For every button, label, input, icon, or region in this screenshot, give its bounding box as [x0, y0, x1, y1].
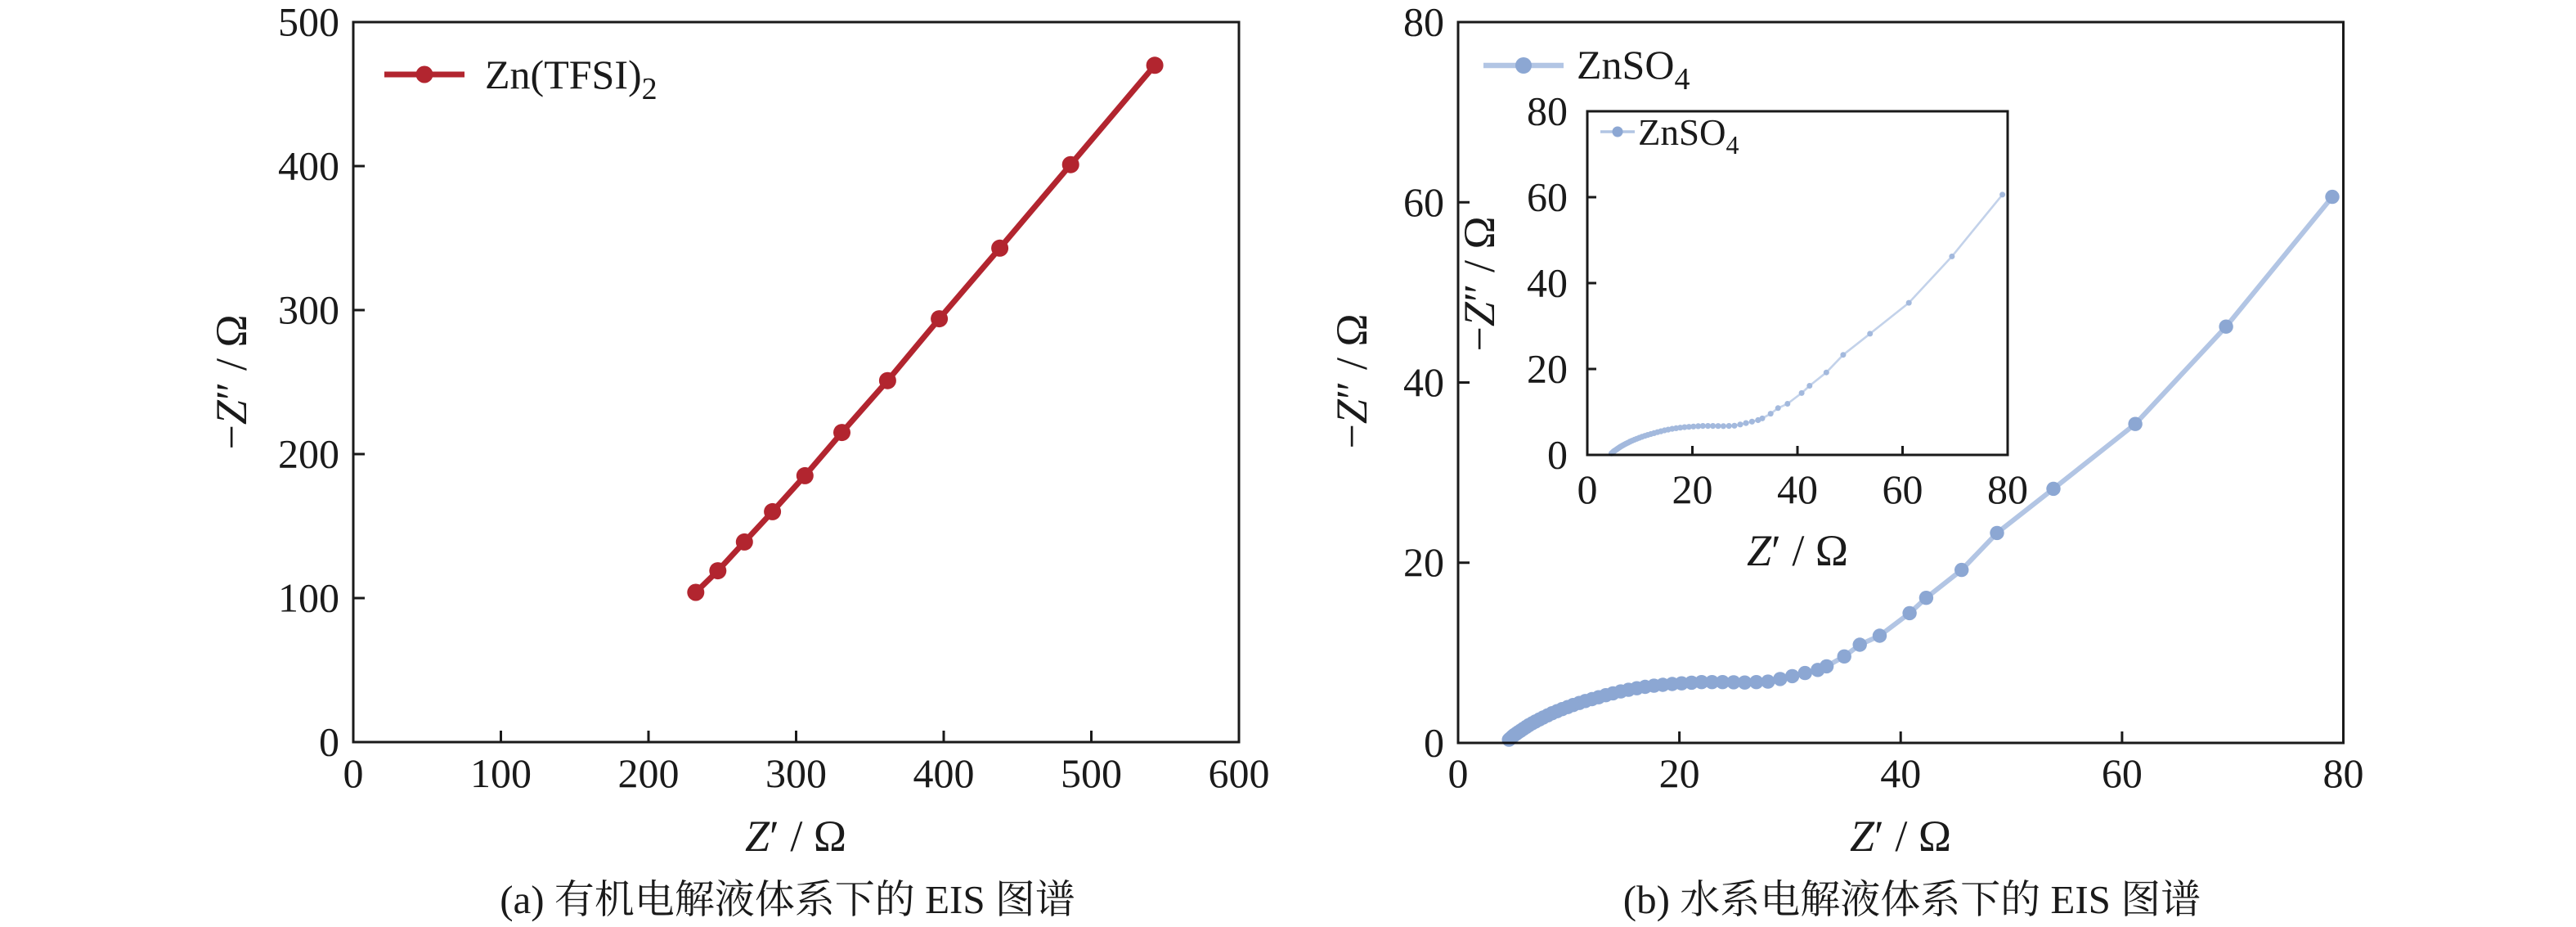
svg-text:Z′ / Ω: Z′ / Ω: [1850, 812, 1951, 861]
svg-text:100: 100: [278, 575, 339, 621]
svg-text:40: 40: [1527, 260, 1568, 306]
svg-text:40: 40: [1880, 750, 1921, 796]
svg-text:0: 0: [1448, 750, 1469, 796]
svg-text:80: 80: [1403, 0, 1444, 45]
svg-text:20: 20: [1527, 346, 1568, 392]
svg-text:Zn(TFSI)2: Zn(TFSI)2: [485, 52, 657, 106]
svg-text:60: 60: [1403, 179, 1444, 225]
svg-text:40: 40: [1777, 466, 1818, 512]
svg-text:60: 60: [2102, 750, 2143, 796]
svg-text:300: 300: [278, 287, 339, 333]
svg-text:(a): (a): [500, 877, 544, 922]
svg-text:0: 0: [319, 719, 339, 765]
svg-text:200: 200: [278, 431, 339, 477]
svg-text:−Z″ / Ω: −Z″ / Ω: [1455, 216, 1504, 351]
svg-text:100: 100: [470, 750, 532, 796]
svg-text:−Z″ / Ω: −Z″ / Ω: [207, 314, 256, 449]
svg-text:500: 500: [278, 0, 339, 45]
svg-text:0: 0: [1424, 720, 1444, 766]
svg-text:EIS: EIS: [925, 877, 985, 922]
svg-text:400: 400: [913, 750, 975, 796]
svg-text:(b): (b): [1623, 877, 1670, 922]
svg-text:20: 20: [1672, 466, 1713, 512]
svg-text:20: 20: [1659, 750, 1700, 796]
svg-text:0: 0: [1577, 466, 1598, 512]
svg-text:ZnSO4: ZnSO4: [1577, 42, 1690, 97]
svg-text:400: 400: [278, 143, 339, 189]
svg-text:40: 40: [1403, 359, 1444, 405]
svg-text:20: 20: [1403, 539, 1444, 585]
svg-text:60: 60: [1527, 174, 1568, 220]
svg-text:0: 0: [343, 750, 364, 796]
svg-text:500: 500: [1061, 750, 1122, 796]
svg-text:0: 0: [1547, 432, 1568, 478]
svg-text:300: 300: [765, 750, 827, 796]
svg-text:Z′ / Ω: Z′ / Ω: [1747, 526, 1848, 575]
svg-text:−Z″ / Ω: −Z″ / Ω: [1327, 313, 1376, 448]
svg-text:80: 80: [1527, 88, 1568, 134]
svg-text:ZnSO4: ZnSO4: [1638, 112, 1739, 160]
svg-text:80: 80: [2323, 750, 2364, 796]
svg-text:60: 60: [1883, 466, 1923, 512]
svg-text:EIS: EIS: [2050, 877, 2111, 922]
svg-text:80: 80: [1987, 466, 2028, 512]
svg-text:200: 200: [618, 750, 680, 796]
svg-text:600: 600: [1209, 750, 1270, 796]
svg-text:Z′ / Ω: Z′ / Ω: [745, 812, 846, 861]
